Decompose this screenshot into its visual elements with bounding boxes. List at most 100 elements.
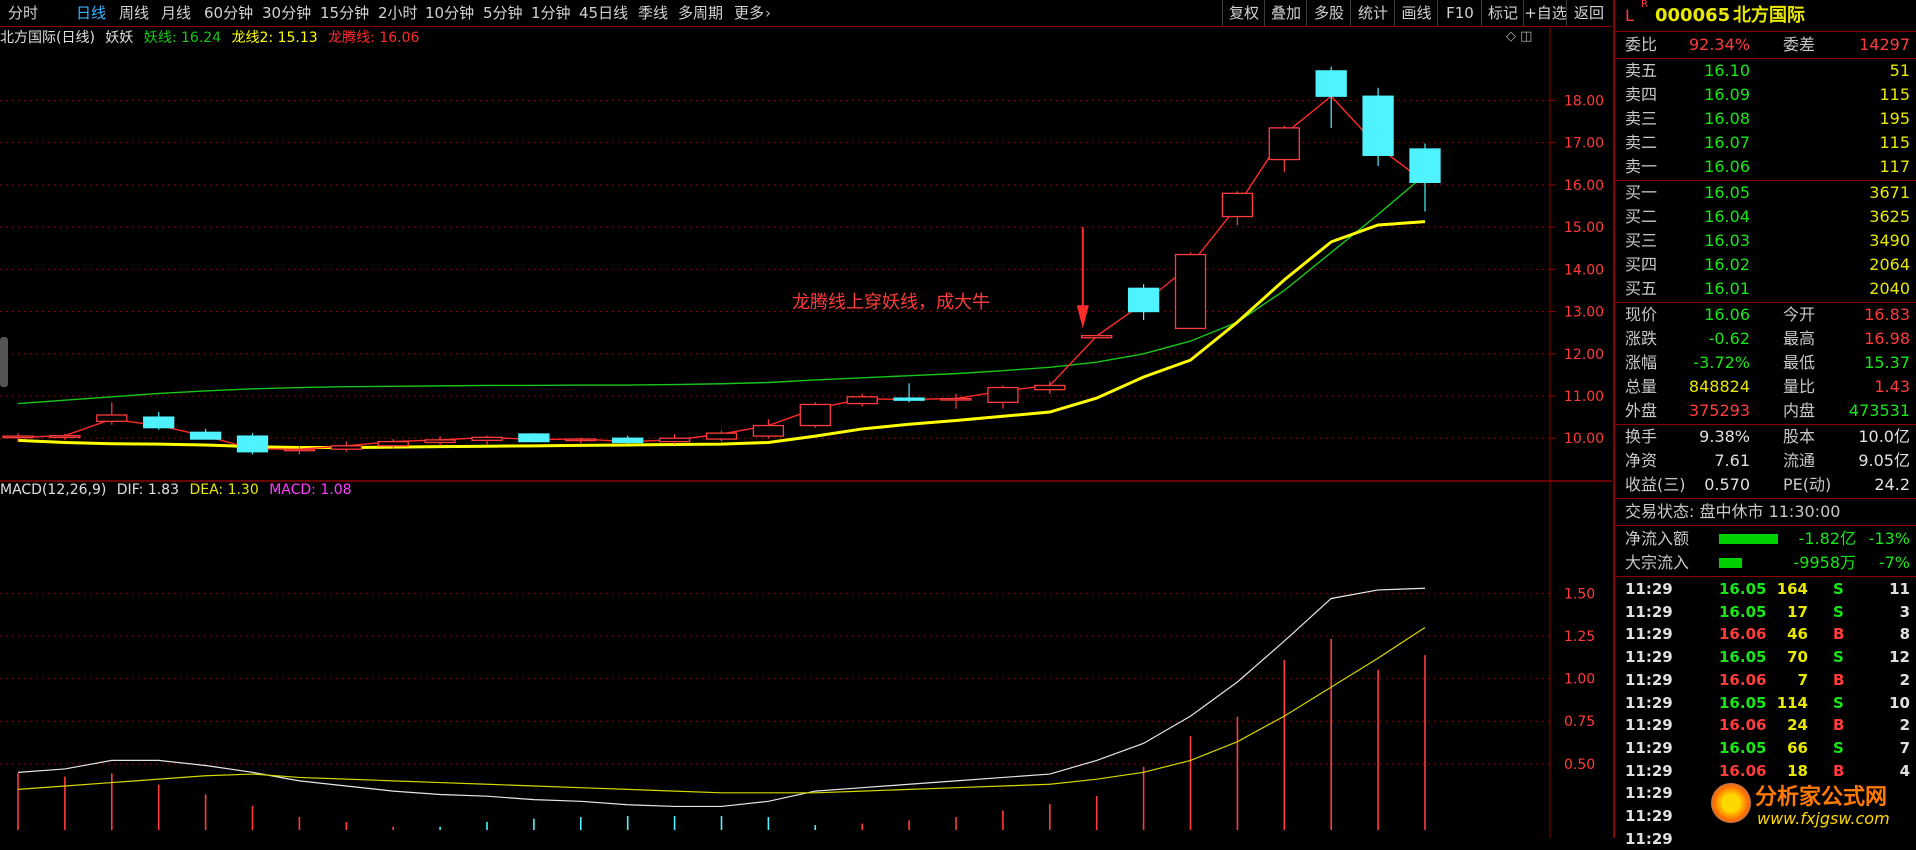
indicator-name[interactable]: 妖妖 [105,30,134,46]
period-tab-11[interactable]: 45日线 [579,4,629,22]
tick-row: 11:29 16.05 70 S 12 [1615,646,1916,668]
period-tab-3[interactable]: 月线 [161,4,192,22]
period-tab-4[interactable]: 60分钟 [204,4,254,22]
watermark-title: 分析家公式网 [1755,785,1888,810]
tick-time: 11:29 [1625,716,1673,735]
candle-body [236,435,269,453]
series-line-0 [17,174,1426,405]
sell-level-label: 卖三 [1625,109,1658,128]
stat-label: 涨幅 [1625,353,1658,372]
candle-body [893,397,925,401]
more-arrow-icon[interactable]: › [765,4,771,22]
tick-time: 11:29 [1625,602,1673,621]
stat-value: 375293 [1688,401,1750,420]
buy-level-volume: 3490 [1869,231,1910,250]
price-tick-label: 12.00 [1564,347,1604,363]
tick-time: 11:29 [1625,580,1673,598]
tick-count: 8 [1899,625,1910,644]
tick-row: 11:29 [1615,782,1916,804]
weibi-label: 委比 [1625,35,1658,54]
candle-body [1315,70,1347,97]
candle [658,434,691,445]
tool-button-0[interactable]: 复权 [1222,0,1265,26]
stat-value: 16.83 [1864,305,1910,324]
tick-price: 16.06 [1719,716,1767,735]
tick-count: 11 [1889,580,1910,598]
candle-body [752,424,785,437]
tick-time: 11:29 [1625,625,1673,644]
candle [1362,87,1394,166]
period-tab-12[interactable]: 季线 [638,4,669,22]
period-tab-1[interactable]: 日线 [76,4,107,22]
tick-side: S [1833,693,1844,712]
stat-label: 内盘 [1783,401,1816,420]
macd-name[interactable]: MACD(12,26,9) [0,482,107,498]
candle-body [49,435,81,439]
candle-body [143,416,175,429]
period-tab-6[interactable]: 15分钟 [320,4,370,22]
period-tab-5[interactable]: 30分钟 [262,4,312,22]
stock-code: 000065 [1655,5,1731,26]
sell-level-row: 卖三 16.08 195 [1615,107,1916,131]
tick-time: 11:29 [1625,693,1673,712]
fundamental-value: 7.61 [1714,451,1750,470]
trade-status: 交易状态: 盘中休市 11:30:00 [1625,502,1841,521]
tick-time: 11:29 [1625,738,1673,757]
tick-volume: 164 [1776,580,1808,598]
weibi-value: 92.34% [1688,35,1750,54]
buy-level-price: 16.05 [1704,183,1750,202]
tick-price: 16.05 [1719,738,1767,757]
tool-button-7[interactable]: +自选 [1523,0,1567,26]
tool-button-2[interactable]: 多股 [1306,0,1351,26]
quote-stat-row: 涨跌 -0.62 最高 16.98 [1615,327,1916,351]
candle-body [565,438,597,442]
tick-price: 16.06 [1719,625,1767,644]
divider [1615,180,1916,181]
quote-panel: L R 000065 北方国际 委比 92.34% 委差 14297 卖五 16.10 51 卖四 16… [1613,0,1916,848]
stat-label: 最低 [1783,353,1816,372]
buy-level-row: 买一 16.05 3671 [1615,181,1916,205]
period-tab-7[interactable]: 2小时 [378,4,418,22]
sell-level-price: 16.09 [1704,85,1750,104]
period-tab-13[interactable]: 多周期 [678,4,724,22]
tick-row: 11:29 16.05 114 S 10 [1615,692,1916,714]
divider [1615,498,1916,499]
tool-button-6[interactable]: 标记 [1481,0,1524,26]
chart-area[interactable]: 18.00 17.00 16.00 15.00 14.00 13.00 12.00 11.00… [0,27,1612,838]
fundamental-value: 9.38% [1699,427,1750,446]
candle [1268,125,1300,173]
tool-button-8[interactable]: 返回 [1566,0,1611,26]
period-tab-9[interactable]: 5分钟 [483,4,523,22]
quote-stat-row: 外盘 375293 内盘 473531 [1615,399,1916,423]
period-tab-14[interactable]: 更多 [734,4,765,22]
buy-level-price: 16.04 [1704,207,1750,226]
candle-body [330,445,362,450]
divider [1615,576,1916,577]
period-tab-0[interactable]: 分时 [8,4,39,22]
long2-line-value: 龙线2: 15.13 [231,30,318,46]
candle-body [1034,384,1066,391]
quote-stat-row: 现价 16.06 今开 16.83 [1615,303,1916,327]
candle [1081,334,1113,339]
tool-button-4[interactable]: 画线 [1394,0,1438,26]
sell-level-price: 16.07 [1704,133,1750,152]
sell-level-label: 卖五 [1625,61,1658,80]
candle [189,428,222,440]
tool-button-5[interactable]: F10 [1437,0,1482,26]
quote-stat-row: 涨幅 -3.72% 最低 15.37 [1615,351,1916,375]
tool-button-3[interactable]: 统计 [1350,0,1395,26]
chart-window-controls[interactable]: ◇ ◫ [1506,29,1533,44]
tick-volume: 66 [1787,738,1808,757]
candle [471,435,503,445]
buy-level-volume: 2064 [1869,255,1910,274]
tick-time: 11:29 [1625,784,1673,803]
period-tab-2[interactable]: 周线 [119,4,150,22]
candle-body [377,440,409,447]
kline-chart[interactable]: 18.00 17.00 16.00 15.00 14.00 13.00 12.00 11.00… [0,27,1612,838]
period-tab-10[interactable]: 1分钟 [531,4,571,22]
tick-volume: 46 [1787,625,1808,644]
tool-button-1[interactable]: 叠加 [1264,0,1307,26]
period-tab-8[interactable]: 10分钟 [425,4,475,22]
stat-value: 16.06 [1704,305,1750,324]
tick-time: 11:29 [1625,648,1673,667]
